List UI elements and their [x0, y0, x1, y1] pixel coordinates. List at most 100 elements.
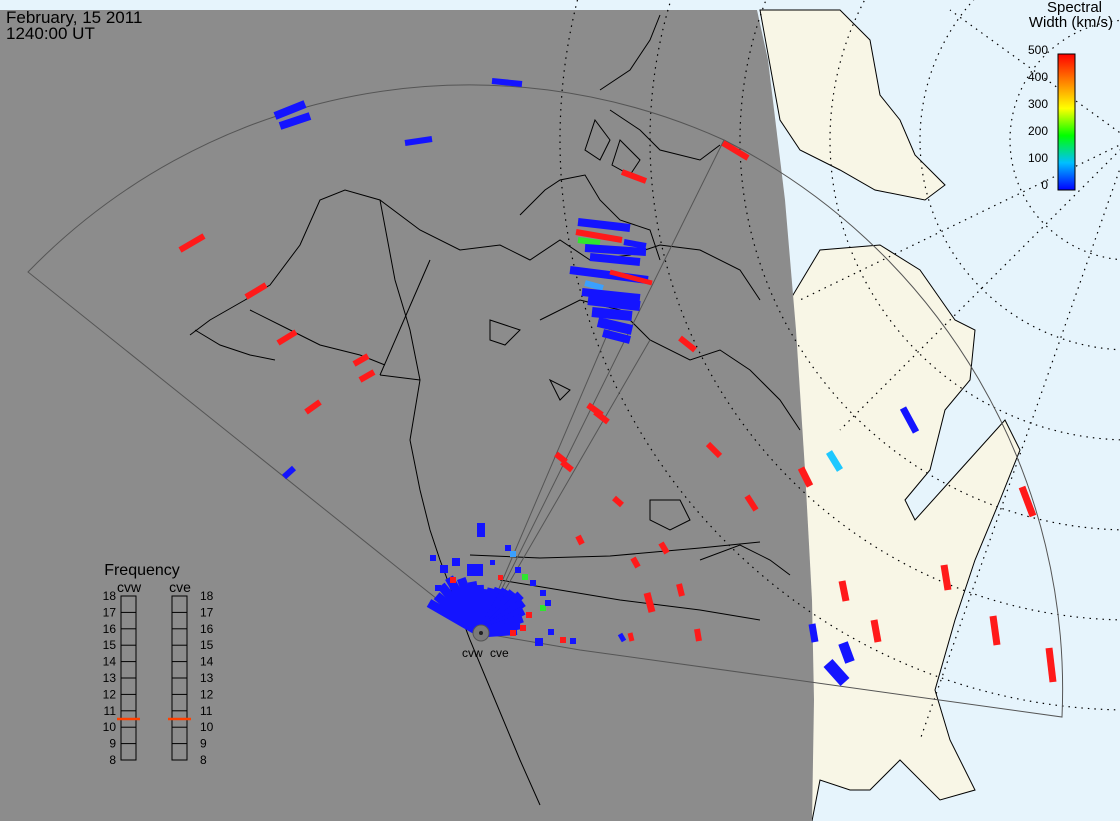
echo-cell	[581, 288, 641, 302]
echo-cell	[273, 100, 307, 120]
echo-cell	[823, 658, 850, 687]
frequency-scale-label: 13	[103, 671, 117, 685]
echo-cell	[505, 545, 511, 551]
echo-cell	[452, 558, 460, 566]
echo-cell	[630, 556, 641, 569]
echo-cell	[276, 329, 298, 346]
echo-cell	[620, 169, 648, 184]
frequency-scale-label: 16	[200, 622, 214, 636]
echo-cell	[940, 564, 952, 591]
radar-site-dot	[479, 631, 483, 635]
echo-cell	[627, 632, 635, 642]
echo-cell	[526, 612, 532, 618]
echo-cell	[797, 466, 814, 488]
echo-cell	[440, 565, 448, 573]
colorbar-title-line2: Width (km/s)	[1029, 14, 1113, 31]
echo-cell	[490, 560, 495, 565]
echo-cell	[838, 580, 850, 602]
echo-cell	[658, 541, 670, 555]
frequency-cvw-label: cvw	[117, 579, 142, 595]
echo-cell	[643, 592, 656, 613]
frequency-scale-label: 15	[103, 638, 117, 652]
frequency-scale-label: 8	[200, 753, 207, 767]
date-label: February, 15 2011	[6, 8, 143, 27]
echo-cell	[587, 295, 641, 311]
echo-cell	[352, 353, 370, 367]
echo-cell	[575, 534, 585, 546]
frequency-scale-label: 18	[200, 589, 214, 603]
frequency-scale-label: 11	[104, 704, 117, 718]
echo-cell	[520, 625, 526, 631]
echo-cell	[535, 638, 543, 646]
frequency-panel: Frequency cvw cve 18 18 17 17 16 16 15 15 14 14 13…	[103, 562, 214, 767]
echo-cell	[584, 280, 604, 291]
echo-cell	[870, 619, 882, 643]
echo-cell	[838, 641, 855, 664]
echo-cell	[676, 583, 685, 597]
frequency-scale-label: 8	[109, 753, 116, 767]
radar-label-cve: cve	[490, 646, 509, 660]
echo-cell	[1018, 485, 1037, 518]
frequency-scale-label: 12	[200, 687, 214, 701]
fov-outline	[27, 84, 1064, 718]
echo-cell	[989, 615, 1001, 646]
frequency-scale-label: 10	[200, 720, 214, 734]
echo-cell	[498, 575, 503, 580]
echo-cell	[584, 244, 647, 256]
frequency-scale-label: 18	[103, 589, 117, 603]
echo-cell	[575, 229, 623, 243]
borders	[379, 259, 761, 559]
echo-cell	[593, 409, 610, 425]
echo-cell	[721, 140, 750, 161]
night-shade	[0, 10, 814, 821]
echo-cell	[281, 465, 297, 480]
echo-cell	[522, 574, 528, 580]
echo-cell	[477, 523, 485, 537]
echo-cell	[358, 369, 376, 383]
echo-cell	[591, 307, 633, 321]
echo-cell	[510, 551, 516, 557]
echo-cell	[617, 632, 627, 643]
echo-cell	[545, 600, 551, 606]
echo-cell	[540, 590, 546, 596]
radar-label-cvw: cvw	[462, 646, 483, 660]
echo-cell	[450, 577, 456, 583]
echo-cell	[560, 459, 574, 473]
echo-cell	[826, 450, 843, 472]
echo-cell	[570, 638, 576, 644]
echo-cell	[705, 441, 723, 459]
echo-cell	[589, 253, 641, 266]
echo-cell	[467, 564, 483, 576]
echo-cell	[304, 399, 322, 415]
echo-cell	[540, 605, 546, 611]
echo-cell	[515, 567, 521, 573]
frequency-scale-label: 11	[200, 704, 213, 718]
echo-cell	[510, 630, 516, 636]
echo-cell	[178, 233, 206, 253]
echo-cell	[577, 218, 631, 232]
echo-cell	[430, 555, 436, 561]
time-label: 1240:00 UT	[6, 24, 95, 43]
frequency-scale-label: 13	[200, 671, 214, 685]
frequency-title: Frequency	[104, 562, 180, 579]
colorbar-tick: 400	[1028, 70, 1048, 84]
colorbar-tick: 300	[1028, 97, 1048, 111]
echo-cell	[560, 637, 566, 643]
echo-cell	[601, 329, 632, 344]
frequency-scale-label: 9	[109, 737, 116, 751]
echo-cell	[1045, 647, 1057, 683]
colorbar-tick: 0	[1041, 178, 1048, 192]
frequency-scale-label: 14	[103, 655, 117, 669]
echo-cell	[530, 580, 536, 586]
frequency-scale-label: 10	[103, 720, 117, 734]
colorbar-tick: 100	[1028, 151, 1048, 165]
colorbar-gradient	[1057, 53, 1076, 191]
echo-cell	[899, 406, 920, 434]
frequency-scale-label: 9	[200, 737, 207, 751]
latlon-grid	[559, 0, 1120, 741]
echo-cell	[577, 237, 601, 246]
echo-cell	[694, 628, 702, 642]
frequency-scales: 18 18 17 17 16 16 15 15 14 14 13 13 12 12 11 11 10 10 9 9 8 8	[103, 589, 214, 767]
frequency-scale-label: 16	[103, 622, 117, 636]
